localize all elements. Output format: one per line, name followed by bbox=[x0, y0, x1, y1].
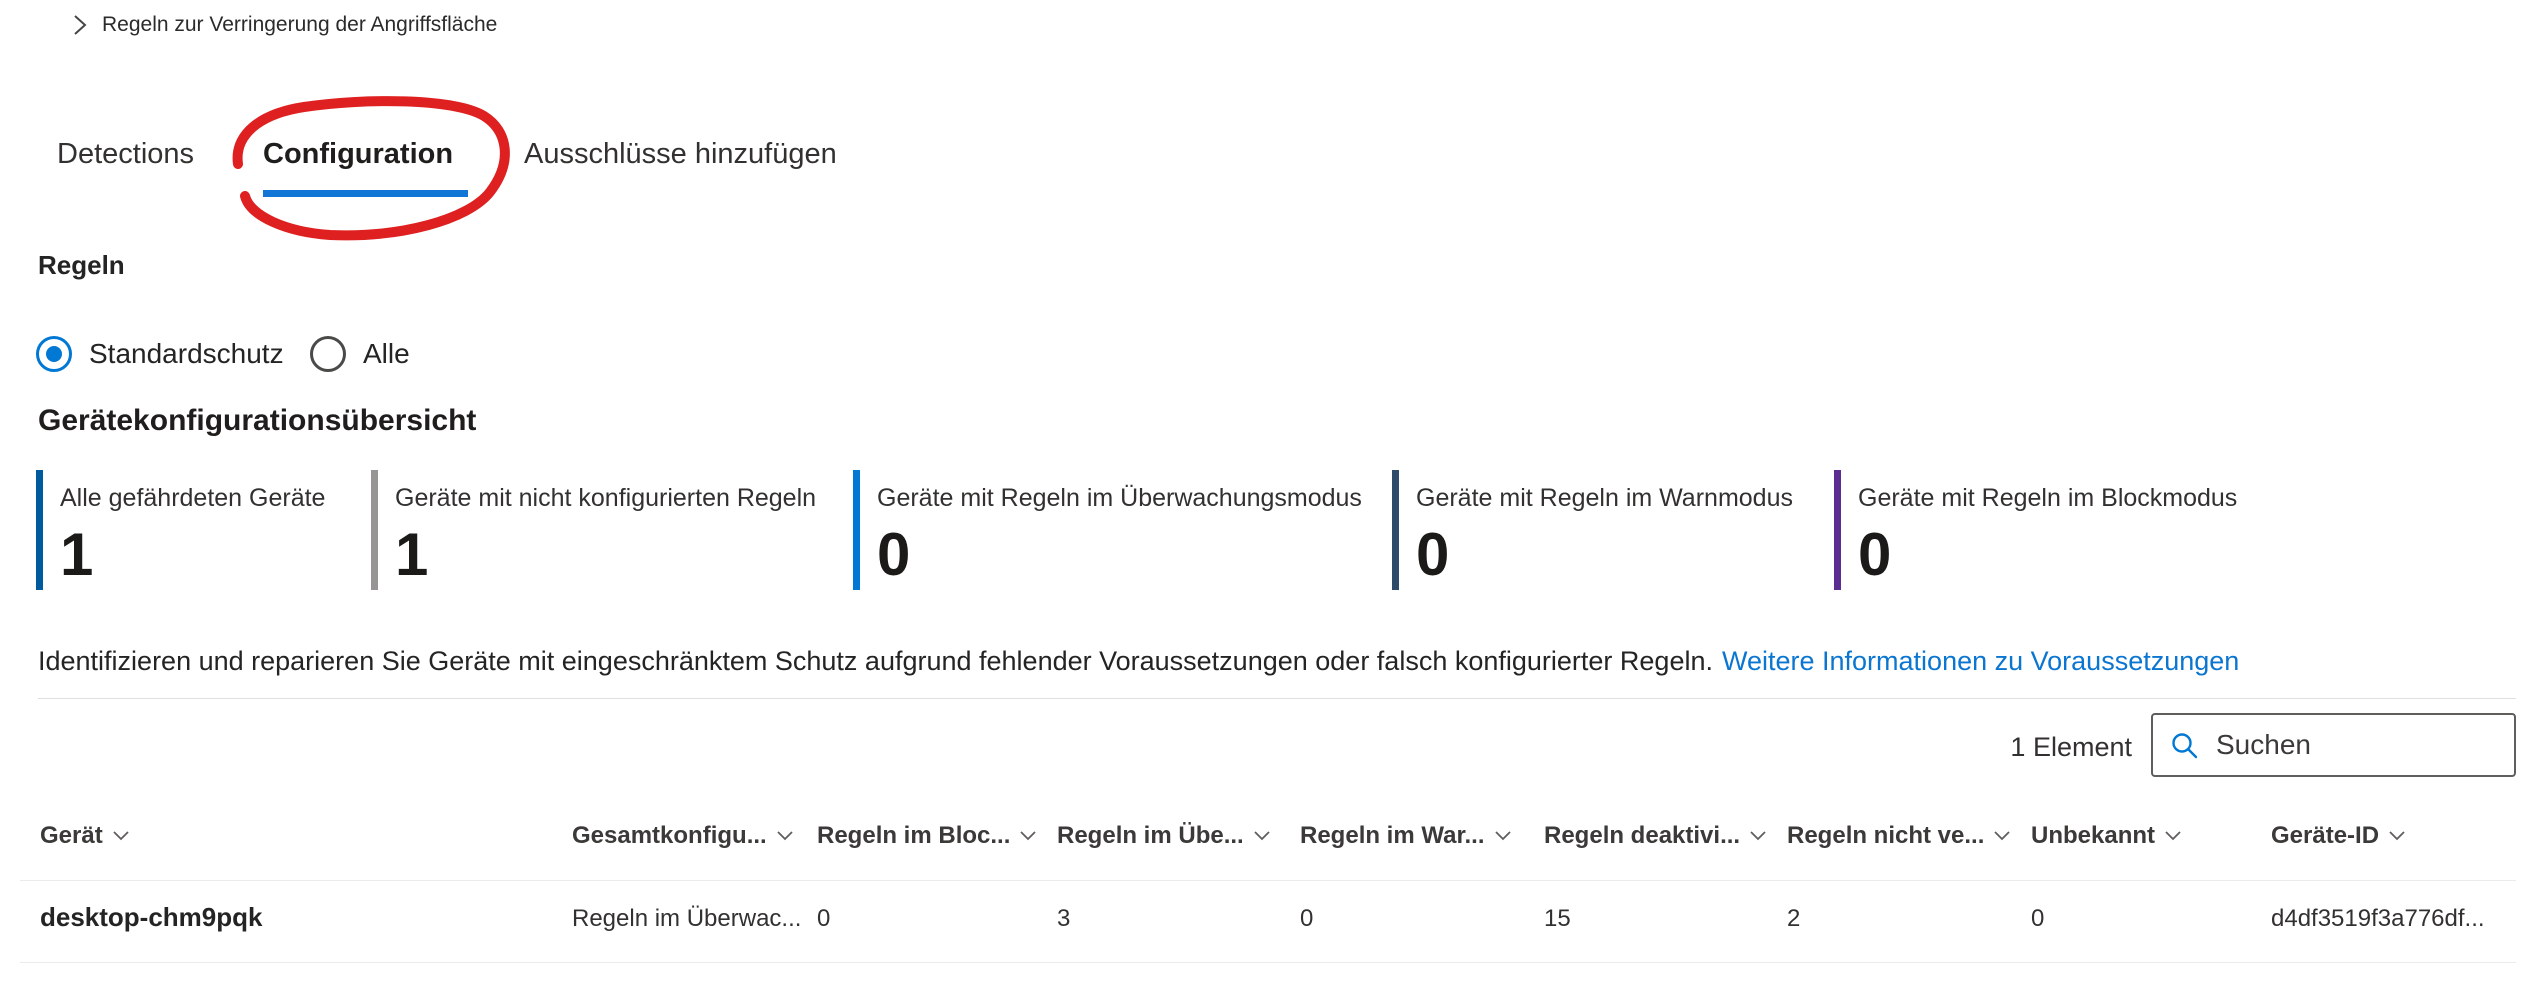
annotation-circle bbox=[232, 96, 510, 241]
card-value: 1 bbox=[60, 521, 94, 588]
radio-selected-icon[interactable] bbox=[36, 336, 72, 372]
cell-device-id: d4df3519f3a776df... bbox=[2271, 905, 2485, 932]
toolbar-separator bbox=[38, 698, 2516, 699]
column-label: Gerät bbox=[40, 822, 103, 849]
sort-chevron-icon bbox=[1020, 831, 1037, 841]
column-header-regeln-im-warnmodus[interactable]: Regeln im War... bbox=[1300, 822, 1511, 850]
card-ueberwachungsmodus[interactable]: Geräte mit Regeln im Überwachungsmodus 0 bbox=[853, 470, 1382, 590]
cell-overall-configuration: Regeln im Überwac... bbox=[572, 905, 802, 932]
card-label: Geräte mit nicht konfigurierten Regeln bbox=[395, 484, 817, 512]
column-label: Regeln im War... bbox=[1300, 822, 1485, 849]
breadcrumb: Regeln zur Verringerung der Angriffsfläc… bbox=[72, 12, 497, 38]
cell-rules-block-mode: 0 bbox=[817, 905, 831, 932]
card-label: Geräte mit Regeln im Warnmodus bbox=[1416, 484, 1793, 512]
card-value: 1 bbox=[395, 521, 429, 588]
column-header-unbekannt[interactable]: Unbekannt bbox=[2031, 822, 2181, 850]
card-value: 0 bbox=[1858, 521, 1892, 588]
radio-label: Alle bbox=[363, 338, 410, 369]
cell-unknown: 0 bbox=[2031, 905, 2045, 932]
sort-chevron-icon bbox=[113, 831, 129, 841]
tab-ausschluesse-hinzufuegen[interactable]: Ausschlüsse hinzufügen bbox=[524, 138, 837, 170]
description-sentence: Identifizieren und reparieren Sie Geräte… bbox=[38, 646, 1713, 676]
column-label: Regeln nicht ve... bbox=[1787, 822, 1985, 849]
card-label: Geräte mit Regeln im Überwachungsmodus bbox=[877, 484, 1362, 512]
sort-chevron-icon bbox=[1750, 831, 1766, 841]
radio-label: Standardschutz bbox=[89, 338, 284, 369]
column-header-regeln-nicht-verfuegbar[interactable]: Regeln nicht ve... bbox=[1787, 822, 2011, 850]
column-label: Regeln im Bloc... bbox=[817, 822, 1011, 849]
search-box[interactable] bbox=[2151, 713, 2516, 777]
card-label: Alle gefährdeten Geräte bbox=[60, 484, 326, 512]
breadcrumb-label[interactable]: Regeln zur Verringerung der Angriffsfläc… bbox=[102, 13, 498, 36]
radio-unselected-icon[interactable] bbox=[310, 336, 346, 372]
tab-detections[interactable]: Detections bbox=[57, 138, 195, 170]
cell-rules-disabled: 15 bbox=[1544, 905, 1571, 932]
cell-rules-not-available: 2 bbox=[1787, 905, 1801, 932]
tab-configuration[interactable]: Configuration bbox=[263, 138, 454, 170]
search-input[interactable] bbox=[2214, 728, 2498, 762]
sort-chevron-icon bbox=[2389, 831, 2405, 841]
cell-rules-audit-mode: 3 bbox=[1057, 905, 1071, 932]
sort-chevron-icon bbox=[1994, 831, 2011, 841]
more-info-link[interactable]: Weitere Informationen zu Voraussetzungen bbox=[1721, 646, 2240, 676]
column-header-regeln-deaktiviert[interactable]: Regeln deaktivi... bbox=[1544, 822, 1766, 850]
search-icon bbox=[2169, 730, 2199, 760]
column-header-geraet[interactable]: Gerät bbox=[40, 822, 129, 850]
column-label: Unbekannt bbox=[2031, 822, 2156, 849]
row-separator bbox=[20, 962, 2516, 963]
card-alle-gefaehrdeten-geraete[interactable]: Alle gefährdeten Geräte 1 bbox=[36, 470, 365, 590]
card-value: 0 bbox=[1416, 521, 1450, 588]
description-text: Identifizieren und reparieren Sie Geräte… bbox=[38, 646, 2239, 677]
breadcrumb-chevron-icon[interactable] bbox=[72, 12, 88, 38]
column-label: Geräte-ID bbox=[2271, 822, 2380, 849]
radio-standardschutz[interactable]: Standardschutz bbox=[36, 336, 284, 372]
column-label: Regeln deaktivi... bbox=[1544, 822, 1741, 849]
active-tab-underline bbox=[263, 190, 468, 197]
card-nicht-konfigurierte-regeln[interactable]: Geräte mit nicht konfigurierten Regeln 1 bbox=[371, 470, 845, 590]
sort-chevron-icon bbox=[2165, 831, 2181, 841]
card-label: Geräte mit Regeln im Blockmodus bbox=[1858, 484, 2238, 512]
sort-chevron-icon bbox=[777, 831, 793, 841]
cell-device-name[interactable]: desktop-chm9pqk bbox=[40, 902, 263, 932]
card-blockmodus[interactable]: Geräte mit Regeln im Blockmodus 0 bbox=[1834, 470, 2478, 590]
column-header-regeln-im-blockmodus[interactable]: Regeln im Bloc... bbox=[817, 822, 1037, 850]
overview-heading: Gerätekonfigurationsübersicht bbox=[38, 404, 477, 437]
column-header-gesamtkonfiguration[interactable]: Gesamtkonfigu... bbox=[572, 822, 793, 850]
cell-rules-warn-mode: 0 bbox=[1300, 905, 1314, 932]
radio-alle[interactable]: Alle bbox=[310, 336, 410, 372]
column-label: Gesamtkonfigu... bbox=[572, 822, 767, 849]
column-header-regeln-im-ueberwachungsmodus[interactable]: Regeln im Übe... bbox=[1057, 822, 1270, 850]
sort-chevron-icon bbox=[1494, 831, 1511, 841]
card-warnmodus[interactable]: Geräte mit Regeln im Warnmodus 0 bbox=[1392, 470, 1824, 590]
sort-chevron-icon bbox=[1254, 831, 1270, 841]
item-count: 1 Element bbox=[2010, 732, 2132, 762]
column-label: Regeln im Übe... bbox=[1057, 822, 1244, 849]
header-separator bbox=[20, 880, 2516, 881]
column-header-geraete-id[interactable]: Geräte-ID bbox=[2271, 822, 2405, 850]
card-value: 0 bbox=[877, 521, 911, 588]
rules-group-label: Regeln bbox=[38, 250, 125, 280]
